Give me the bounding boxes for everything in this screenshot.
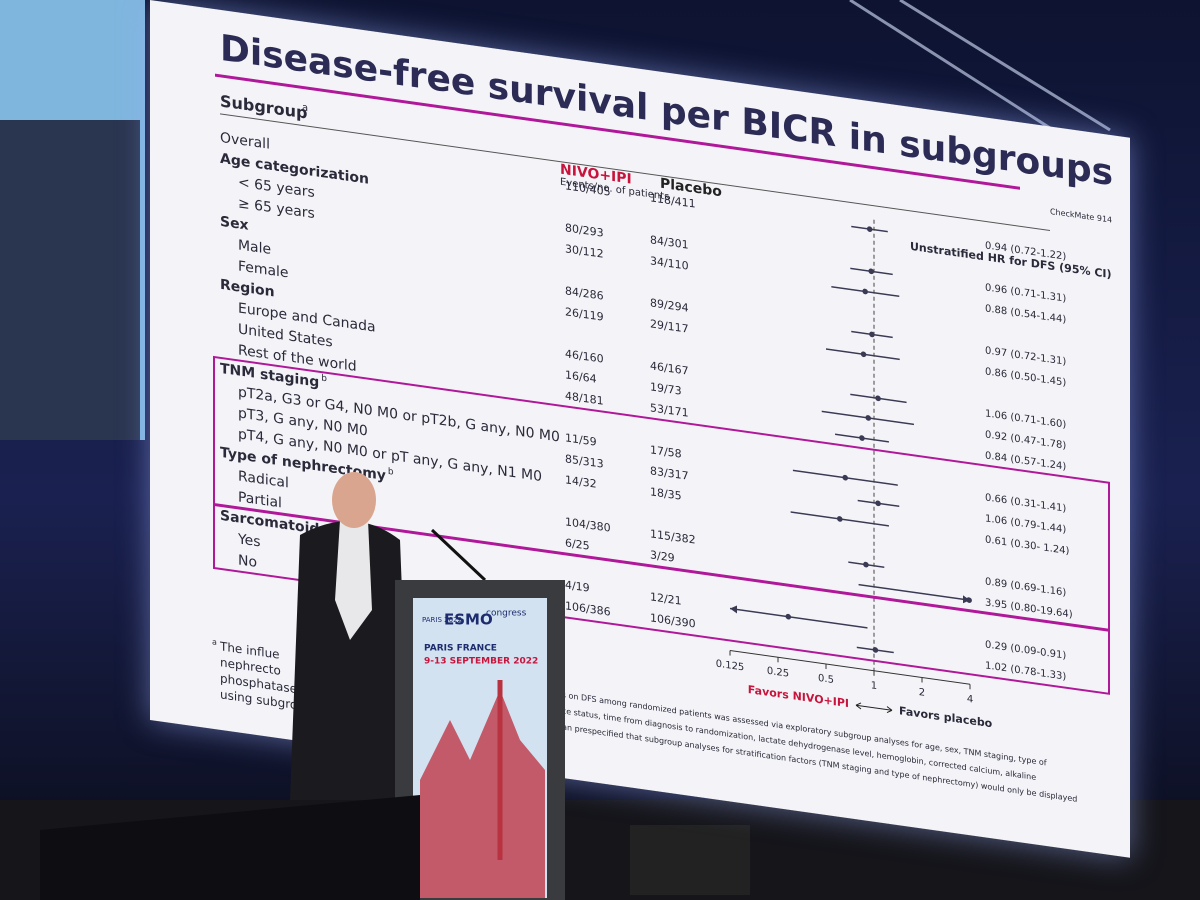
hr-point — [875, 500, 881, 507]
footnote-marker: a — [302, 102, 308, 114]
events-nivo: 46/160 — [565, 347, 604, 365]
hr-point — [869, 331, 875, 338]
events-placebo: 19/73 — [650, 380, 682, 397]
hr-point — [860, 351, 867, 358]
speaker-box — [630, 825, 750, 895]
events-placebo: 89/294 — [650, 296, 689, 314]
x-axis — [730, 650, 970, 685]
events-placebo: 46/167 — [650, 359, 689, 377]
group-header: Region — [220, 277, 275, 301]
title-rule — [215, 73, 1020, 190]
header-rule — [220, 113, 1050, 231]
x-tick-label: 0.5 — [818, 673, 834, 686]
hr-point — [872, 647, 879, 653]
events-nivo: 30/112 — [565, 242, 604, 260]
highlight-box — [213, 355, 1110, 632]
events-nivo: 84/286 — [565, 284, 604, 302]
podium-brand: ESMO — [444, 611, 493, 629]
speaker-head — [332, 472, 376, 528]
hr-point — [842, 474, 849, 481]
footnote-marker: b — [388, 467, 394, 478]
subgroup-label: Male — [238, 237, 271, 258]
events-nivo: 6/25 — [565, 536, 590, 552]
monitor — [40, 795, 420, 900]
events-nivo: 80/293 — [565, 221, 604, 239]
slide-frame: Disease-free survival per BICR in subgro… — [150, 0, 1130, 858]
hr-point — [785, 613, 792, 620]
events-nivo: 26/119 — [565, 305, 604, 323]
hr-point — [966, 597, 972, 603]
poster-art — [420, 690, 545, 898]
x-tick-label: 0.25 — [767, 666, 789, 680]
events-placebo: 34/110 — [650, 254, 689, 272]
highlight-box — [213, 502, 1110, 695]
podium-dates: 9-13 SEPTEMBER 2022 — [424, 657, 538, 667]
events-nivo: 110/405 — [565, 179, 611, 198]
subgroup-label: No — [238, 552, 257, 571]
events-nivo: 14/32 — [565, 473, 597, 490]
x-tick-label: 0.125 — [716, 659, 745, 674]
slide: Disease-free survival per BICR in subgro… — [150, 0, 1130, 858]
speaker-body — [290, 521, 410, 800]
x-label-arrow — [855, 702, 893, 714]
hr-point — [836, 516, 843, 522]
footnote-marker: b — [321, 374, 327, 385]
events-placebo: 53/171 — [650, 401, 689, 419]
events-nivo: 11/59 — [565, 431, 597, 448]
podium-brand-suffix: congress — [486, 609, 527, 619]
subgroup-label: Female — [238, 258, 289, 281]
microphone — [430, 528, 487, 582]
x-tick-label: 2 — [919, 687, 925, 699]
x-tick-label: 4 — [967, 694, 973, 706]
events-placebo: 17/58 — [650, 443, 682, 460]
subgroup-label: Partial — [238, 489, 282, 511]
events-nivo: 4/19 — [565, 578, 590, 594]
group-header: Sex — [220, 214, 249, 234]
events-placebo: 118/411 — [650, 191, 696, 210]
group-header: Overall — [220, 130, 270, 153]
hr-point — [866, 226, 873, 232]
side-screen-person — [0, 120, 140, 440]
hr-point — [868, 268, 874, 275]
events-placebo: 12/21 — [650, 590, 682, 607]
events-placebo: 83/317 — [650, 464, 689, 482]
events-placebo: 18/35 — [650, 485, 682, 502]
events-placebo: 3/29 — [650, 548, 675, 564]
hr-point — [865, 415, 872, 421]
hr-point — [862, 288, 868, 295]
events-nivo: 104/380 — [565, 515, 611, 534]
hr-point — [875, 395, 881, 402]
subgroup-label: Yes — [237, 531, 261, 550]
events-placebo: 106/390 — [650, 611, 696, 630]
x-tick-label: 1 — [871, 680, 877, 692]
speaker-shirt — [335, 520, 372, 640]
events-nivo: 106/386 — [565, 599, 611, 618]
events-nivo: 48/181 — [565, 389, 604, 407]
podium-city-year: PARIS 2022 — [422, 616, 462, 624]
footnote-marker: a — [212, 637, 217, 647]
events-placebo: 115/382 — [650, 527, 696, 546]
hr-point — [859, 435, 865, 441]
hr-point — [863, 561, 869, 568]
subgroup-label: Radical — [238, 468, 289, 491]
podium-place: PARIS FRANCE — [424, 644, 497, 654]
events-nivo: 16/64 — [565, 368, 597, 385]
events-placebo: 84/301 — [650, 233, 689, 251]
ci-arrow — [730, 605, 737, 614]
events-nivo: 85/313 — [565, 452, 604, 470]
events-placebo: 29/117 — [650, 317, 689, 335]
